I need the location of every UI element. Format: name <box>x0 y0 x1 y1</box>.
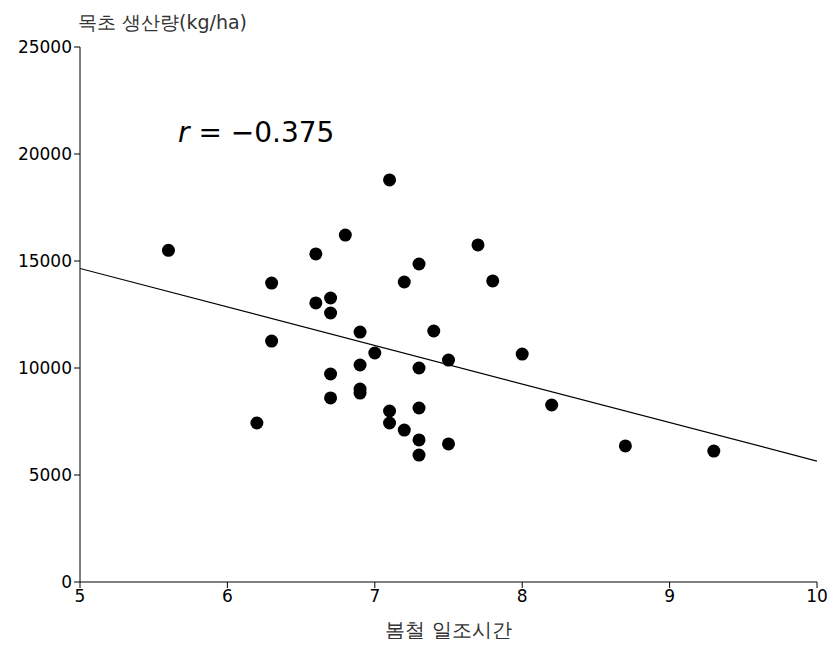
svg-text:9: 9 <box>664 586 675 606</box>
html-text:목초 생산량(kg/ha): 목초 생산량(kg/ha) <box>78 11 247 33</box>
svg-text:8: 8 <box>517 586 528 606</box>
svg-text:10000: 10000 <box>18 358 72 378</box>
svg-text:15000: 15000 <box>18 251 72 271</box>
svg-text:10: 10 <box>806 586 828 606</box>
svg-text:25000: 25000 <box>18 37 72 57</box>
svg-text:5000: 5000 <box>29 465 72 485</box>
svg-text:봄철 일조시간: 봄철 일조시간 <box>385 618 511 639</box>
svg-text:20000: 20000 <box>18 144 72 164</box>
svg-text:0: 0 <box>61 572 72 592</box>
html-text:r = −0.375: r = −0.375 <box>178 116 335 149</box>
svg-text:6: 6 <box>222 586 233 606</box>
svg-text:5: 5 <box>75 586 86 606</box>
svg-text:7: 7 <box>369 586 380 606</box>
